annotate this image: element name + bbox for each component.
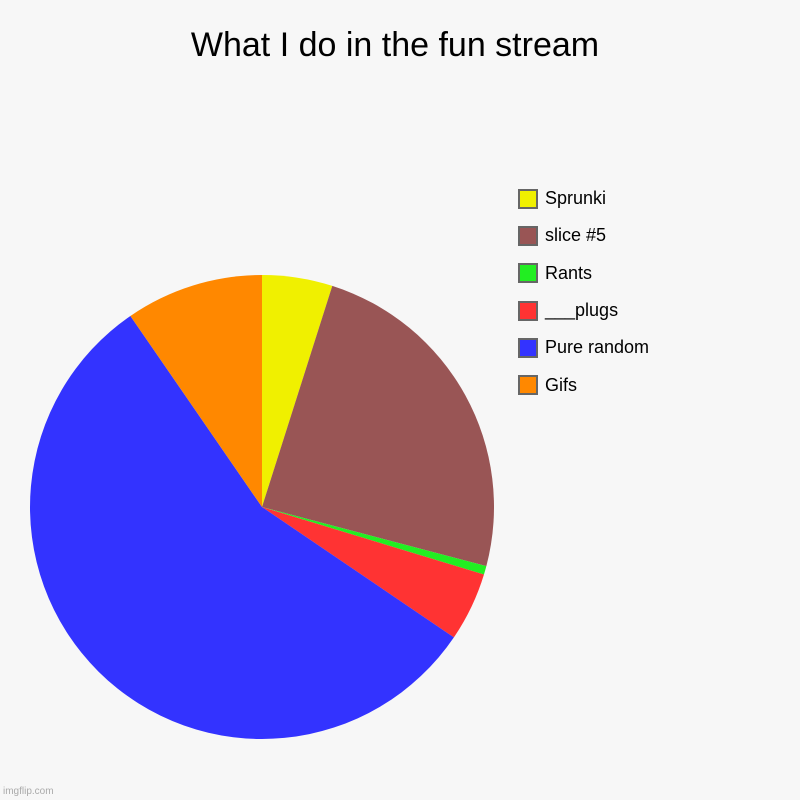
legend-item: Sprunki — [518, 180, 649, 217]
pie-slice-gifs — [130, 275, 262, 507]
legend-label: slice #5 — [545, 225, 607, 246]
legend-item: slice #5 — [518, 217, 649, 254]
legend-label: Pure random — [545, 337, 650, 358]
chart-title: What I do in the fun stream — [190, 26, 600, 64]
legend-swatch — [518, 337, 538, 358]
legend-item: ___plugs — [518, 292, 649, 329]
legend-label: Sprunki — [545, 188, 607, 209]
watermark: imgflip.com — [3, 786, 54, 797]
pie-slice-rants — [262, 507, 487, 575]
legend: Sprunki slice #5 Rants ___plugs Pure random G… — [518, 180, 649, 404]
legend-swatch — [518, 375, 538, 396]
legend-swatch — [518, 188, 538, 209]
pie-slice-sprunki — [262, 275, 333, 507]
legend-swatch — [518, 300, 538, 321]
legend-item: Gifs — [518, 366, 649, 403]
legend-label: Rants — [545, 262, 593, 283]
pie-slice-plugs — [262, 507, 484, 638]
legend-label: Gifs — [545, 374, 578, 395]
legend-item: Rants — [518, 255, 649, 292]
legend-swatch — [518, 225, 538, 246]
legend-swatch — [518, 263, 538, 284]
pie-slice-slice-5 — [262, 285, 494, 567]
legend-label: ___plugs — [545, 300, 619, 321]
pie-slice-pure-random — [29, 315, 454, 739]
legend-item: Pure random — [518, 329, 649, 366]
